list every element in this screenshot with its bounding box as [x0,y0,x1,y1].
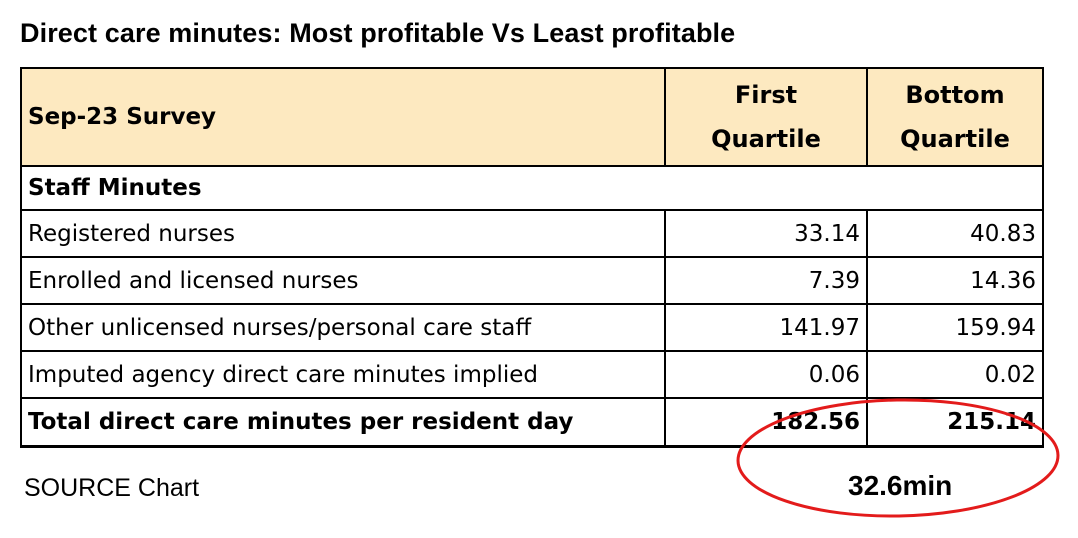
row-label: Imputed agency direct care minutes impli… [20,350,666,399]
header-bottom-quartile: Bottom Quartile [866,67,1044,167]
chart-title: Direct care minutes: Most profitable Vs … [20,18,736,48]
first-quartile-value: 141.97 [664,303,868,352]
difference-annotation: 32.6min [848,470,953,501]
table-row: Imputed agency direct care minutes impli… [20,350,1044,399]
total-row: Total direct care minutes per resident d… [20,397,1044,448]
row-label: Other unlicensed nurses/personal care st… [20,303,666,352]
source-note: SOURCE Chart [24,474,200,502]
table-header-row: Sep-23 Survey First Quartile Bottom Quar… [20,67,1044,167]
section-label: Staff Minutes [20,165,665,211]
header-first-quartile: First Quartile [664,67,868,167]
header-first-line1: First [734,81,798,109]
section-spacer [867,165,1044,211]
total-first-quartile-value: 182.56 [664,397,868,448]
table-row: Other unlicensed nurses/personal care st… [20,303,1044,352]
section-row: Staff Minutes [20,165,1044,211]
first-quartile-value: 33.14 [664,209,868,258]
row-label: Registered nurses [20,209,666,258]
total-bottom-quartile-value: 215.14 [866,397,1044,448]
bottom-quartile-value: 40.83 [866,209,1044,258]
bottom-quartile-value: 0.02 [866,350,1044,399]
table-row: Enrolled and licensed nurses 7.39 14.36 [20,256,1044,305]
row-label: Enrolled and licensed nurses [20,256,666,305]
first-quartile-value: 0.06 [664,350,868,399]
header-bottom-line1: Bottom [905,81,1005,109]
first-quartile-value: 7.39 [664,256,868,305]
header-first-line2: Quartile [711,125,821,153]
table-row: Registered nurses 33.14 40.83 [20,209,1044,258]
bottom-quartile-value: 14.36 [866,256,1044,305]
header-bottom-line2: Quartile [900,125,1010,153]
total-label: Total direct care minutes per resident d… [20,397,666,448]
header-survey-label: Sep-23 Survey [20,67,666,167]
section-spacer [665,165,867,211]
data-table: Sep-23 Survey First Quartile Bottom Quar… [20,67,1044,448]
bottom-quartile-value: 159.94 [866,303,1044,352]
